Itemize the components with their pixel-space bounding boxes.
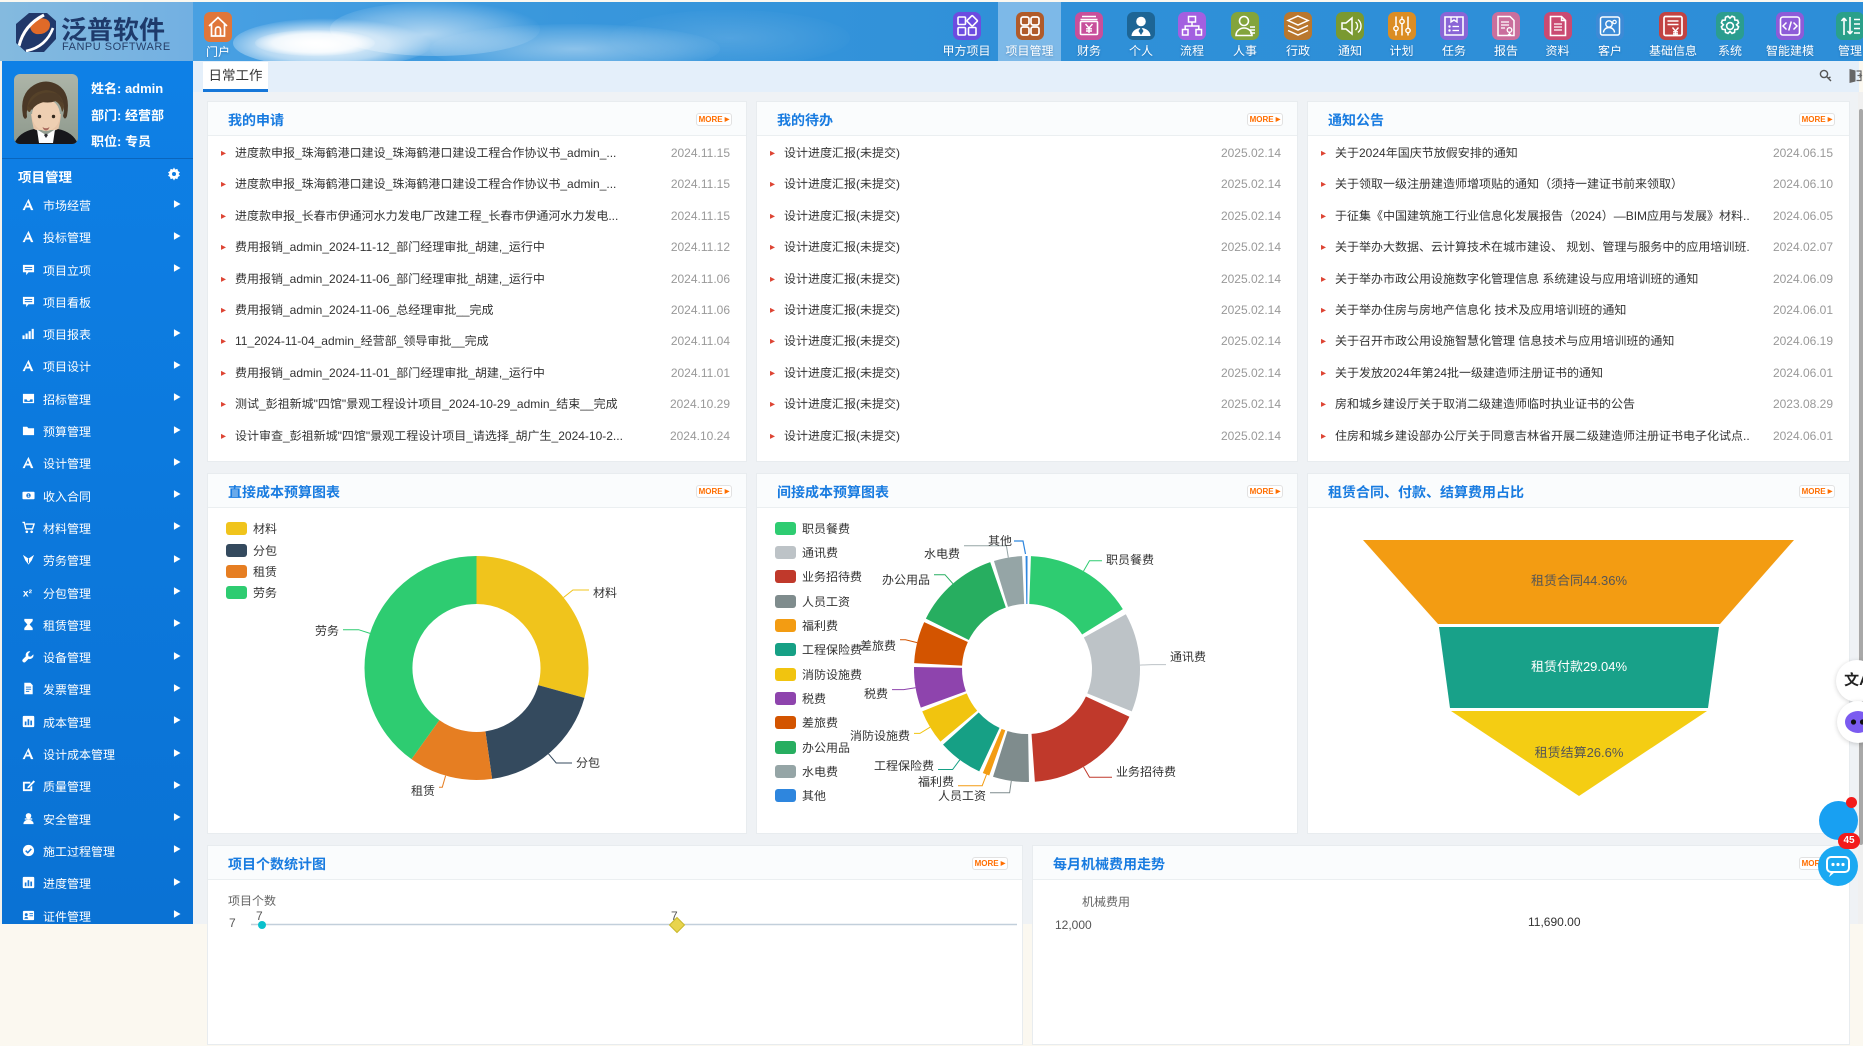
svg-text:职员餐费: 职员餐费 — [1106, 553, 1154, 567]
svg-text:福利费: 福利费 — [918, 775, 954, 789]
svg-text:分包: 分包 — [576, 756, 600, 770]
svg-text:通讯费: 通讯费 — [1170, 650, 1206, 664]
svg-text:租赁合同44.36%: 租赁合同44.36% — [1531, 573, 1628, 588]
svg-text:材料: 材料 — [593, 586, 617, 600]
svg-text:办公用品: 办公用品 — [882, 573, 930, 587]
svg-text:差旅费: 差旅费 — [860, 639, 896, 653]
svg-text:租赁付款29.04%: 租赁付款29.04% — [1531, 659, 1628, 674]
svg-text:消防设施费: 消防设施费 — [850, 729, 910, 743]
svg-text:税费: 税费 — [864, 687, 888, 701]
svg-text:租赁: 租赁 — [411, 784, 435, 798]
svg-text:劳务: 劳务 — [315, 624, 339, 638]
svg-text:其他: 其他 — [988, 534, 1012, 548]
svg-text:人员工资: 人员工资 — [938, 789, 986, 803]
svg-text:租赁结算26.6%: 租赁结算26.6% — [1535, 745, 1624, 760]
svg-text:1: 1 — [27, 493, 30, 498]
svg-text:水电费: 水电费 — [924, 547, 960, 561]
svg-text:工程保险费: 工程保险费 — [874, 759, 934, 773]
svg-text:x²: x² — [23, 588, 33, 598]
svg-text:业务招待费: 业务招待费 — [1116, 765, 1176, 779]
